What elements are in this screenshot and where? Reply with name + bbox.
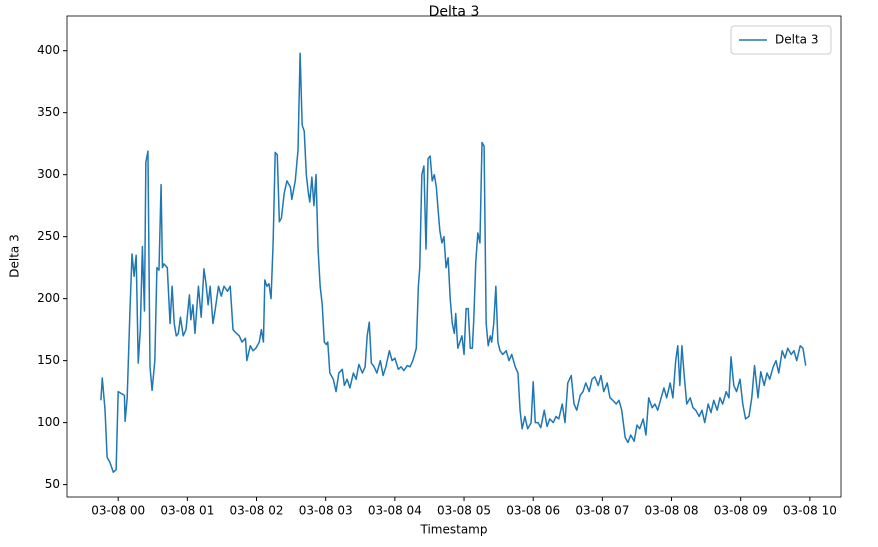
x-tick-label: 03-08 06 [506,504,560,518]
y-tick-label: 200 [37,291,60,305]
y-tick-label: 100 [37,415,60,429]
legend-box [730,25,832,55]
y-tick-label: 300 [37,167,60,181]
x-tick-label: 03-08 02 [230,504,284,518]
x-tick-label: 03-08 10 [783,504,837,518]
x-tick-label: 03-08 04 [368,504,422,518]
y-tick-label: 50 [45,477,60,491]
x-tick-label: 03-08 09 [714,504,768,518]
x-tick-label: 03-08 05 [437,504,491,518]
y-tick-label: 400 [37,43,60,57]
y-tick-label: 150 [37,353,60,367]
chart-title: Delta 3 [429,4,480,20]
y-axis-label: Delta 3 [8,234,22,277]
x-tick-label: 03-08 08 [645,504,699,518]
x-tick-label: 03-08 03 [299,504,353,518]
y-tick-label: 350 [37,105,60,119]
x-tick-label: 03-08 01 [160,504,214,518]
y-tick-label: 250 [37,229,60,243]
axes-frame [66,15,842,498]
data-line [100,52,807,473]
x-axis-label: Timestamp [420,523,488,537]
x-tick-label: 03-08 00 [91,504,145,518]
x-tick-label: 03-08 07 [575,504,629,518]
legend-label: Delta 3 [775,33,818,47]
